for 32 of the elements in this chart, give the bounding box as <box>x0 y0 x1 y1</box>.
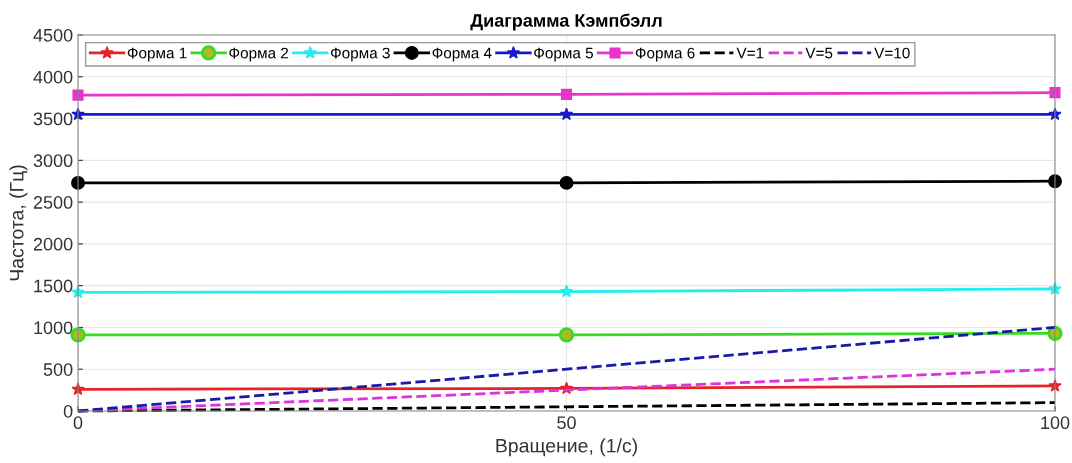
x-axis-title: Вращение, (1/с) <box>496 438 637 457</box>
y-tick-label: 4500 <box>33 28 73 42</box>
point <box>72 89 84 101</box>
y-tick-label: 2000 <box>33 237 73 251</box>
y-tick-label: 2500 <box>33 196 73 209</box>
y-tick-label: 1500 <box>34 279 73 293</box>
y-tick-label: 0 <box>63 404 73 418</box>
point <box>559 175 574 190</box>
legend-label: Форма 1 <box>127 47 187 62</box>
point <box>558 327 575 343</box>
y-tick-label: 3500 <box>33 112 73 126</box>
y-tick-label: 3000 <box>33 154 73 168</box>
x-tick-label: 0 <box>73 416 83 430</box>
legend-label: Форма 5 <box>534 47 593 62</box>
x-tick-label: 50 <box>557 416 576 430</box>
point <box>560 88 573 100</box>
point <box>559 107 574 121</box>
legend-label: V=1 <box>736 47 764 59</box>
y-axis-title: Частота, (Гц) <box>9 165 28 281</box>
legend-label: V=5 <box>805 47 833 59</box>
y-tick-label: 1000 <box>34 321 73 335</box>
x-tick-label: 100 <box>1041 416 1070 430</box>
chart-title: Диаграмма Кэмпбэлл <box>470 13 662 31</box>
legend-label: V=10 <box>874 47 910 59</box>
y-tick-label: 4000 <box>33 70 73 84</box>
legend-label: Форма 2 <box>229 47 289 62</box>
y-tick-label: 500 <box>43 363 73 376</box>
legend-label: Форма 6 <box>635 47 695 62</box>
legend-label: Форма 4 <box>432 47 492 62</box>
point <box>559 284 574 298</box>
point <box>1049 87 1061 99</box>
legend-label: Форма 3 <box>330 47 390 62</box>
